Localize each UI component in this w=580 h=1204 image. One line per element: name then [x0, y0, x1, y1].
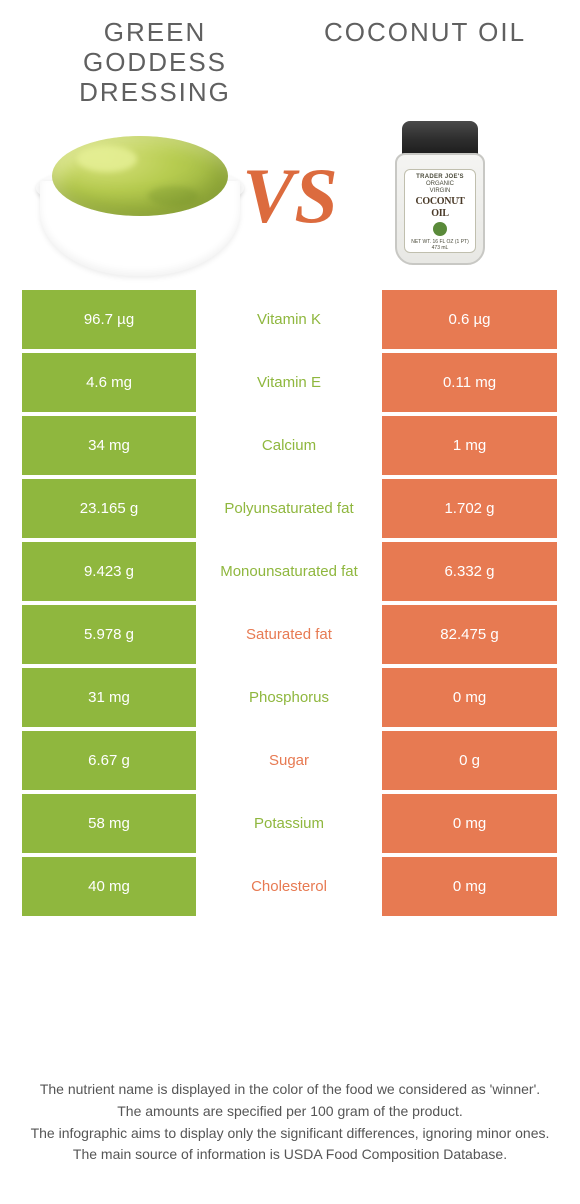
right-value: 0.11 mg	[382, 353, 557, 412]
table-row: 9.423 gMonounsaturated fat6.332 g	[22, 542, 558, 601]
table-row: 23.165 gPolyunsaturated fat1.702 g	[22, 479, 558, 538]
right-value: 0.6 µg	[382, 290, 557, 349]
nutrient-label: Calcium	[197, 416, 382, 475]
jar-oil: OIL	[407, 209, 473, 219]
left-value: 31 mg	[22, 668, 197, 727]
nutrient-table: 96.7 µgVitamin K0.6 µg4.6 mgVitamin E0.1…	[0, 290, 580, 916]
table-row: 58 mgPotassium0 mg	[22, 794, 558, 853]
jar-netwt: NET WT. 16 FL OZ (1 PT) 473 mL	[407, 239, 473, 251]
left-value: 6.67 g	[22, 731, 197, 790]
nutrient-label: Potassium	[197, 794, 382, 853]
note-line: The infographic aims to display only the…	[30, 1123, 550, 1145]
left-value: 4.6 mg	[22, 353, 197, 412]
jar-line2: VIRGIN	[407, 188, 473, 195]
header: GREEN GODDESS DRESSING COCONUT OIL	[0, 0, 580, 108]
left-food-image	[40, 116, 240, 276]
nutrient-label: Phosphorus	[197, 668, 382, 727]
note-line: The main source of information is USDA F…	[30, 1144, 550, 1166]
table-row: 31 mgPhosphorus0 mg	[22, 668, 558, 727]
footer-notes: The nutrient name is displayed in the co…	[0, 1079, 580, 1166]
right-value: 0 mg	[382, 857, 557, 916]
left-value: 34 mg	[22, 416, 197, 475]
nutrient-label: Cholesterol	[197, 857, 382, 916]
nutrient-label: Vitamin E	[197, 353, 382, 412]
right-value: 0 mg	[382, 794, 557, 853]
right-value: 0 g	[382, 731, 557, 790]
jar-line1: ORGANIC	[407, 181, 473, 188]
table-row: 34 mgCalcium1 mg	[22, 416, 558, 475]
nutrient-label: Monounsaturated fat	[197, 542, 382, 601]
vs-label: VS	[242, 151, 337, 241]
nutrient-label: Vitamin K	[197, 290, 382, 349]
table-row: 6.67 gSugar0 g	[22, 731, 558, 790]
left-value: 58 mg	[22, 794, 197, 853]
nutrient-label: Sugar	[197, 731, 382, 790]
nutrient-label: Polyunsaturated fat	[197, 479, 382, 538]
right-value: 1 mg	[382, 416, 557, 475]
jar-brand: TRADER JOE'S	[407, 174, 473, 181]
left-value: 23.165 g	[22, 479, 197, 538]
right-value: 1.702 g	[382, 479, 557, 538]
left-value: 9.423 g	[22, 542, 197, 601]
left-value: 40 mg	[22, 857, 197, 916]
left-value: 96.7 µg	[22, 290, 197, 349]
right-title: COCONUT OIL	[320, 18, 530, 48]
right-value: 0 mg	[382, 668, 557, 727]
jar-coconut: COCONUT	[407, 197, 473, 207]
note-line: The amounts are specified per 100 gram o…	[30, 1101, 550, 1123]
table-row: 4.6 mgVitamin E0.11 mg	[22, 353, 558, 412]
left-value: 5.978 g	[22, 605, 197, 664]
left-title: GREEN GODDESS DRESSING	[50, 18, 260, 108]
images-row: VS TRADER JOE'S ORGANIC VIRGIN COCONUT O…	[0, 108, 580, 290]
right-value: 6.332 g	[382, 542, 557, 601]
right-food-image: TRADER JOE'S ORGANIC VIRGIN COCONUT OIL …	[340, 116, 540, 276]
table-row: 96.7 µgVitamin K0.6 µg	[22, 290, 558, 349]
note-line: The nutrient name is displayed in the co…	[30, 1079, 550, 1101]
jar-seal-icon	[433, 222, 447, 236]
table-row: 40 mgCholesterol0 mg	[22, 857, 558, 916]
right-value: 82.475 g	[382, 605, 557, 664]
table-row: 5.978 gSaturated fat82.475 g	[22, 605, 558, 664]
nutrient-label: Saturated fat	[197, 605, 382, 664]
